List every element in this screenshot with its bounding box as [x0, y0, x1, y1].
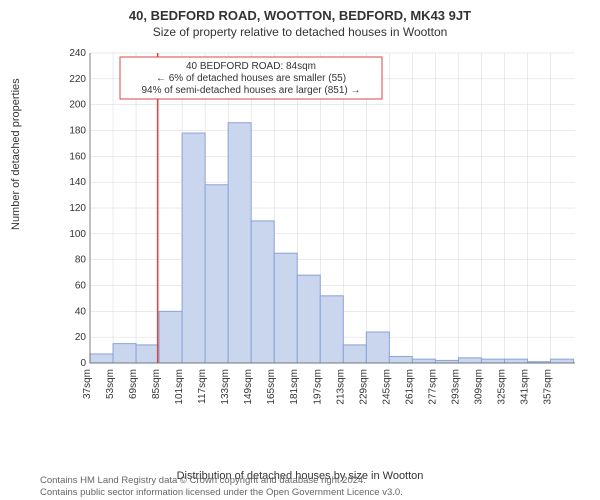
- chart-title: 40, BEDFORD ROAD, WOOTTON, BEDFORD, MK43…: [0, 0, 600, 23]
- svg-text:117sqm: 117sqm: [197, 369, 208, 404]
- svg-text:293sqm: 293sqm: [450, 369, 461, 405]
- svg-text:69sqm: 69sqm: [128, 369, 139, 399]
- svg-text:309sqm: 309sqm: [473, 369, 484, 405]
- svg-text:220: 220: [69, 74, 86, 85]
- svg-text:197sqm: 197sqm: [312, 369, 323, 405]
- svg-text:20: 20: [75, 332, 87, 343]
- svg-text:120: 120: [69, 203, 86, 214]
- svg-text:140: 140: [69, 177, 86, 188]
- svg-text:94% of semi-detached houses ar: 94% of semi-detached houses are larger (…: [141, 85, 360, 96]
- svg-text:341sqm: 341sqm: [520, 369, 531, 405]
- attribution-line: Contains HM Land Registry data © Crown c…: [40, 475, 403, 486]
- svg-text:357sqm: 357sqm: [543, 369, 554, 405]
- svg-text:325sqm: 325sqm: [496, 369, 507, 405]
- attribution-text: Contains HM Land Registry data © Crown c…: [40, 475, 403, 498]
- svg-text:213sqm: 213sqm: [335, 369, 346, 405]
- svg-text:165sqm: 165sqm: [266, 369, 277, 405]
- svg-text:149sqm: 149sqm: [243, 369, 254, 405]
- svg-text:133sqm: 133sqm: [220, 369, 231, 405]
- svg-text:229sqm: 229sqm: [358, 369, 369, 405]
- svg-text:181sqm: 181sqm: [289, 369, 300, 405]
- svg-text:40 BEDFORD ROAD: 84sqm: 40 BEDFORD ROAD: 84sqm: [186, 61, 316, 72]
- plot-area: 0 20 40 60 80 100 120 140 160 180 200 220 240 37sqm 53…: [60, 48, 580, 418]
- svg-text:245sqm: 245sqm: [381, 369, 392, 405]
- svg-text:53sqm: 53sqm: [105, 369, 116, 399]
- y-axis-label: Number of detached properties: [10, 78, 22, 230]
- svg-text:80: 80: [75, 255, 87, 266]
- svg-text:← 6% of detached houses are sm: ← 6% of detached houses are smaller (55): [156, 73, 346, 84]
- histogram-svg: 0 20 40 60 80 100 120 140 160 180 200 220 240 37sqm 53…: [60, 48, 580, 418]
- svg-text:85sqm: 85sqm: [151, 369, 162, 399]
- svg-text:101sqm: 101sqm: [174, 369, 185, 405]
- svg-text:100: 100: [69, 229, 86, 240]
- svg-text:40: 40: [75, 306, 87, 317]
- svg-text:240: 240: [69, 48, 86, 59]
- chart-subtitle: Size of property relative to detached ho…: [0, 23, 600, 39]
- svg-text:277sqm: 277sqm: [427, 369, 438, 405]
- svg-text:200: 200: [69, 100, 86, 111]
- svg-text:180: 180: [69, 126, 86, 137]
- svg-text:37sqm: 37sqm: [82, 369, 93, 399]
- attribution-line: Contains public sector information licen…: [40, 487, 403, 498]
- svg-text:60: 60: [75, 281, 87, 292]
- svg-text:160: 160: [69, 151, 86, 162]
- svg-text:0: 0: [80, 358, 86, 369]
- svg-text:261sqm: 261sqm: [404, 369, 415, 405]
